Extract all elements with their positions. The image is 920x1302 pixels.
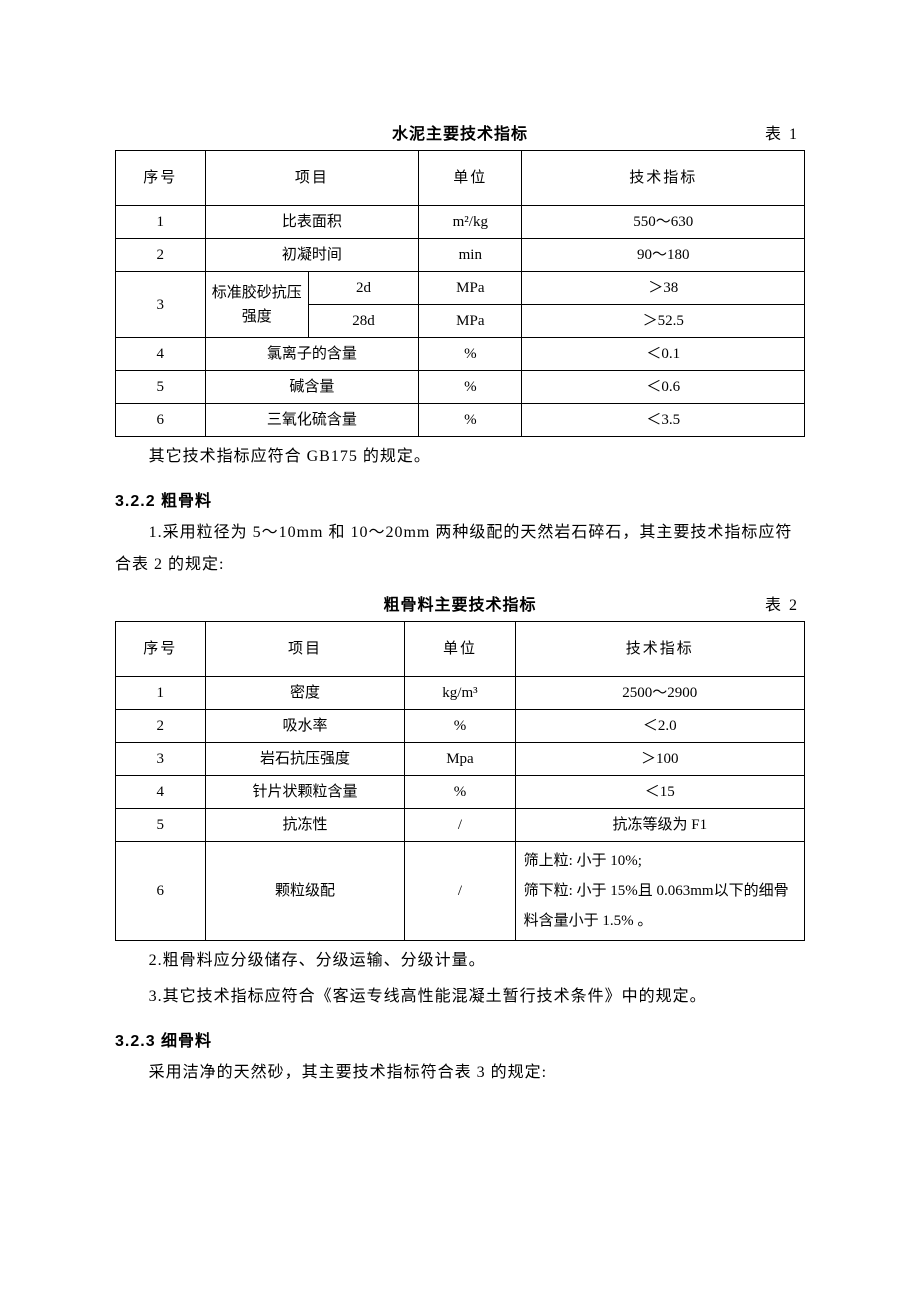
cell-item: 比表面积 xyxy=(205,206,419,239)
cell-no: 3 xyxy=(116,272,206,338)
table2-label: 表 2 xyxy=(765,597,805,614)
cell-val: 抗冻等级为 F1 xyxy=(515,809,804,842)
cell-subitem: 2d xyxy=(308,272,418,305)
cell-item-group: 标准胶砂抗压强度 xyxy=(205,272,308,338)
th-item: 项目 xyxy=(205,151,419,206)
cell-val: ＜0.6 xyxy=(522,371,805,404)
table-row: 4 氯离子的含量 % ＜0.1 xyxy=(116,338,805,371)
table-row: 6 三氧化硫含量 % ＜3.5 xyxy=(116,404,805,437)
cell-val: 90～180 xyxy=(522,239,805,272)
cell-item: 吸水率 xyxy=(205,710,405,743)
table2-title: 粗骨料主要技术指标 xyxy=(384,591,537,615)
cell-no: 4 xyxy=(116,338,206,371)
th-item: 项目 xyxy=(205,622,405,677)
cell-unit: % xyxy=(405,710,515,743)
cell-unit: % xyxy=(419,371,522,404)
spacer: 表 2 xyxy=(537,591,806,615)
cell-unit: min xyxy=(419,239,522,272)
para-coarse-1: 1.采用粒径为 5～10mm 和 10～20mm 两种级配的天然岩石碎石，其主要… xyxy=(115,517,805,581)
heading-3-2-3: 3.2.3 细骨料 xyxy=(115,1027,805,1051)
table-row: 1 密度 kg/m³ 2500～2900 xyxy=(116,677,805,710)
table2-title-row: 粗骨料主要技术指标 表 2 xyxy=(115,591,805,615)
para-fine-1: 采用洁净的天然砂，其主要技术指标符合表 3 的规定: xyxy=(115,1057,805,1089)
table-row: 2 初凝时间 min 90～180 xyxy=(116,239,805,272)
cell-item: 针片状颗粒含量 xyxy=(205,776,405,809)
cell-val: ＜3.5 xyxy=(522,404,805,437)
th-no: 序号 xyxy=(116,151,206,206)
cell-no: 2 xyxy=(116,239,206,272)
cell-item: 三氧化硫含量 xyxy=(205,404,419,437)
cell-val: ＜15 xyxy=(515,776,804,809)
th-no: 序号 xyxy=(116,622,206,677)
cell-item: 碱含量 xyxy=(205,371,419,404)
cell-unit: % xyxy=(419,338,522,371)
cell-val: ＜0.1 xyxy=(522,338,805,371)
table-row: 3 标准胶砂抗压强度 2d MPa ＞38 xyxy=(116,272,805,305)
cell-val: 550～630 xyxy=(522,206,805,239)
note-after-table1: 其它技术指标应符合 GB175 的规定。 xyxy=(115,441,805,473)
line: 筛下粒: 小于 15%且 0.063mm以下的细骨料含量小于 1.5% 。 xyxy=(524,883,789,929)
cell-no: 6 xyxy=(116,842,206,941)
cell-unit: m²/kg xyxy=(419,206,522,239)
cell-unit: MPa xyxy=(419,272,522,305)
table1-label: 表 1 xyxy=(765,126,805,143)
cell-item: 颗粒级配 xyxy=(205,842,405,941)
cell-val: ＞52.5 xyxy=(522,305,805,338)
cell-no: 5 xyxy=(116,809,206,842)
table-row: 5 抗冻性 / 抗冻等级为 F1 xyxy=(116,809,805,842)
table-row: 3 岩石抗压强度 Mpa ＞100 xyxy=(116,743,805,776)
table-header-row: 序号 项目 单位 技术指标 xyxy=(116,151,805,206)
cell-no: 6 xyxy=(116,404,206,437)
para-coarse-2: 2.粗骨料应分级储存、分级运输、分级计量。 xyxy=(115,945,805,977)
th-unit: 单位 xyxy=(419,151,522,206)
cell-unit: % xyxy=(419,404,522,437)
cell-no: 4 xyxy=(116,776,206,809)
table-row: 5 碱含量 % ＜0.6 xyxy=(116,371,805,404)
table-row: 6 颗粒级配 / 筛上粒: 小于 10%; 筛下粒: 小于 15%且 0.063… xyxy=(116,842,805,941)
cell-unit: % xyxy=(405,776,515,809)
cell-unit: MPa xyxy=(419,305,522,338)
spacer: 表 1 xyxy=(528,120,805,144)
cell-item: 抗冻性 xyxy=(205,809,405,842)
table1-title-row: 水泥主要技术指标 表 1 xyxy=(115,120,805,144)
line: 筛上粒: 小于 10%; xyxy=(524,853,642,869)
table-row: 4 针片状颗粒含量 % ＜15 xyxy=(116,776,805,809)
cell-val: ＜2.0 xyxy=(515,710,804,743)
cell-item: 岩石抗压强度 xyxy=(205,743,405,776)
para-coarse-3: 3.其它技术指标应符合《客运专线高性能混凝土暂行技术条件》中的规定。 xyxy=(115,981,805,1013)
th-unit: 单位 xyxy=(405,622,515,677)
cell-val: 2500～2900 xyxy=(515,677,804,710)
cell-unit: / xyxy=(405,842,515,941)
table-header-row: 序号 项目 单位 技术指标 xyxy=(116,622,805,677)
cell-subitem: 28d xyxy=(308,305,418,338)
cell-no: 3 xyxy=(116,743,206,776)
table-row: 2 吸水率 % ＜2.0 xyxy=(116,710,805,743)
th-val: 技术指标 xyxy=(515,622,804,677)
table1: 序号 项目 单位 技术指标 1 比表面积 m²/kg 550～630 2 初凝时… xyxy=(115,150,805,437)
cell-no: 1 xyxy=(116,206,206,239)
table2: 序号 项目 单位 技术指标 1 密度 kg/m³ 2500～2900 2 吸水率… xyxy=(115,621,805,941)
cell-no: 5 xyxy=(116,371,206,404)
cell-unit: kg/m³ xyxy=(405,677,515,710)
cell-item: 密度 xyxy=(205,677,405,710)
cell-no: 1 xyxy=(116,677,206,710)
cell-item: 初凝时间 xyxy=(205,239,419,272)
cell-val-multiline: 筛上粒: 小于 10%; 筛下粒: 小于 15%且 0.063mm以下的细骨料含… xyxy=(515,842,804,941)
th-val: 技术指标 xyxy=(522,151,805,206)
heading-3-2-2: 3.2.2 粗骨料 xyxy=(115,487,805,511)
cell-no: 2 xyxy=(116,710,206,743)
cell-val: ＞100 xyxy=(515,743,804,776)
cell-item: 氯离子的含量 xyxy=(205,338,419,371)
table1-title: 水泥主要技术指标 xyxy=(392,120,528,144)
cell-unit: Mpa xyxy=(405,743,515,776)
cell-unit: / xyxy=(405,809,515,842)
table-row: 1 比表面积 m²/kg 550～630 xyxy=(116,206,805,239)
cell-val: ＞38 xyxy=(522,272,805,305)
